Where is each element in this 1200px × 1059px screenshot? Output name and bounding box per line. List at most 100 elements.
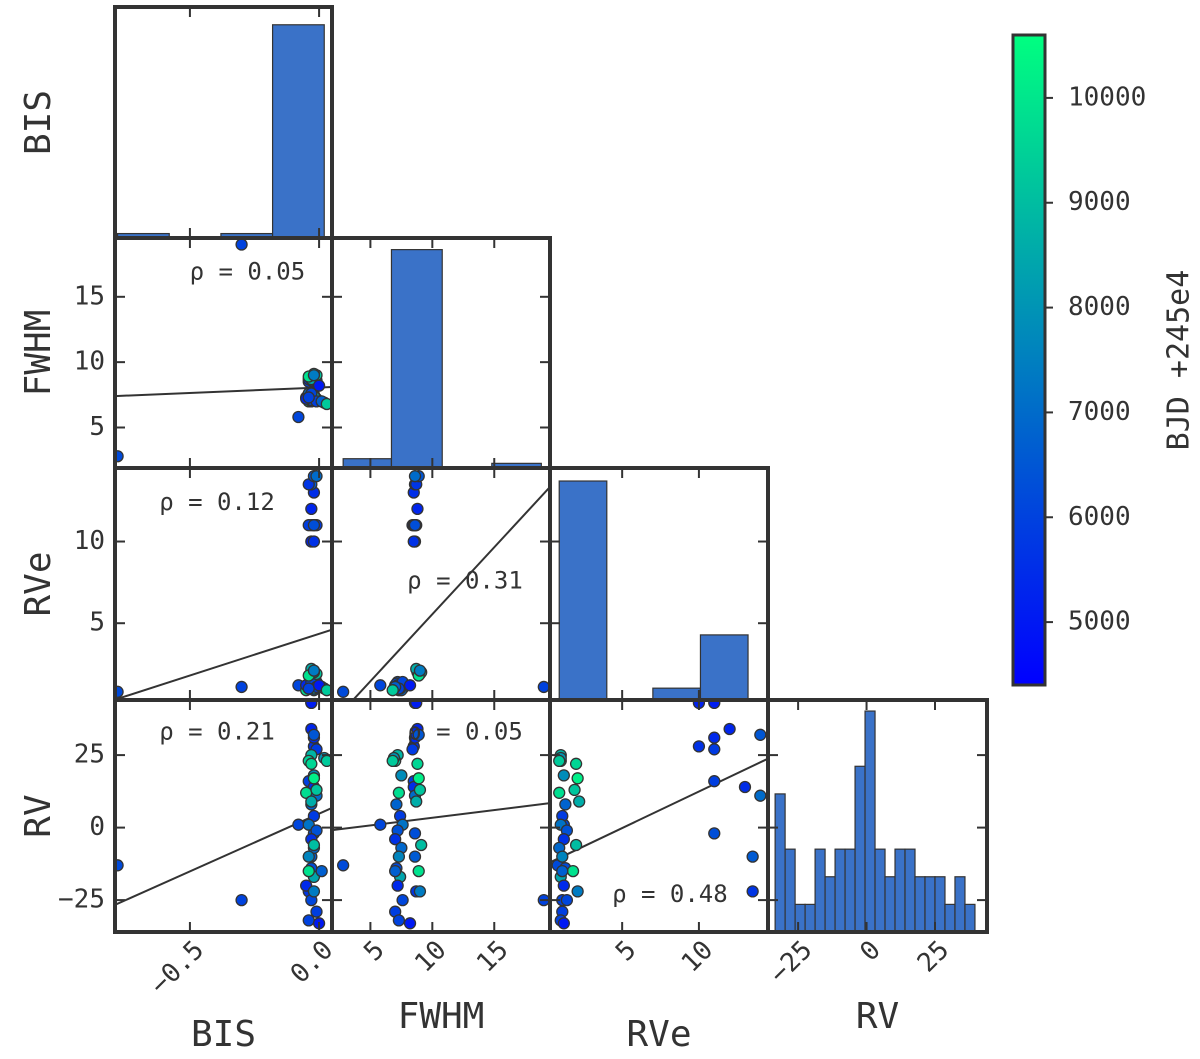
x-tick-label: 15 bbox=[471, 935, 514, 978]
point bbox=[568, 783, 581, 797]
x-tick-label: 0 bbox=[855, 935, 887, 967]
point bbox=[115, 685, 124, 698]
point bbox=[305, 757, 318, 770]
point bbox=[307, 838, 321, 852]
y-tick-label: 10 bbox=[74, 347, 105, 377]
point bbox=[556, 864, 569, 878]
point bbox=[403, 917, 417, 930]
point bbox=[302, 682, 315, 695]
point bbox=[708, 700, 721, 710]
histogram-bar bbox=[954, 876, 966, 932]
panel bbox=[336, 470, 550, 700]
point bbox=[392, 850, 406, 863]
point bbox=[413, 783, 427, 797]
point bbox=[307, 728, 321, 741]
correlation-annotation: ρ = 0.31 bbox=[407, 567, 523, 595]
point bbox=[738, 780, 752, 794]
point bbox=[302, 914, 315, 927]
point bbox=[411, 757, 424, 770]
point bbox=[754, 728, 767, 741]
point bbox=[307, 519, 321, 532]
colorbar-tick-label: 5000 bbox=[1068, 607, 1131, 637]
histogram-bar bbox=[884, 876, 896, 932]
fit-line bbox=[550, 757, 768, 864]
histogram-bar bbox=[774, 793, 786, 932]
x-tick-label: 10 bbox=[409, 935, 452, 978]
point bbox=[307, 772, 321, 785]
y-tick-label: 5 bbox=[89, 412, 105, 442]
point bbox=[310, 905, 323, 918]
point bbox=[708, 731, 721, 744]
colorbar-tick-label: 6000 bbox=[1068, 502, 1131, 532]
point bbox=[235, 680, 248, 694]
y-axis-label: FWHM bbox=[18, 310, 59, 397]
point bbox=[410, 700, 423, 710]
panel bbox=[342, 249, 542, 468]
y-axis-label: RVe bbox=[18, 551, 59, 616]
correlation-annotation: ρ = 0.12 bbox=[159, 488, 275, 516]
point bbox=[310, 783, 323, 797]
correlation-annotation: ρ = 0.48 bbox=[612, 880, 728, 908]
y-axis-label: BIS bbox=[18, 90, 59, 155]
y-tick-label: 5 bbox=[89, 608, 105, 638]
histogram-bar bbox=[390, 249, 443, 468]
point bbox=[408, 827, 422, 840]
fit-line bbox=[332, 802, 550, 832]
point bbox=[374, 679, 387, 692]
x-tick-label: 10 bbox=[676, 935, 719, 978]
histogram-bar bbox=[844, 848, 856, 932]
point bbox=[415, 838, 428, 852]
point bbox=[302, 391, 315, 404]
point bbox=[386, 684, 399, 697]
x-axis-label: FWHM bbox=[398, 996, 485, 1037]
point bbox=[573, 795, 586, 808]
histogram-bar bbox=[864, 710, 876, 932]
point bbox=[692, 740, 706, 753]
x-axis-label: RVe bbox=[626, 1014, 691, 1055]
point bbox=[305, 502, 318, 515]
point bbox=[408, 519, 422, 532]
histogram-bar bbox=[924, 876, 936, 932]
point bbox=[115, 450, 124, 463]
point bbox=[411, 502, 424, 515]
point bbox=[708, 827, 721, 840]
histogram-bar bbox=[116, 232, 170, 238]
y-tick-label: 15 bbox=[74, 281, 105, 311]
point bbox=[708, 743, 721, 756]
point bbox=[560, 893, 574, 907]
colorbar-tick-label: 9000 bbox=[1068, 187, 1131, 217]
fit-line bbox=[115, 385, 332, 398]
point bbox=[566, 864, 580, 878]
histogram-bar bbox=[894, 848, 906, 932]
point bbox=[235, 893, 248, 907]
x-tick-label: −0.5 bbox=[145, 935, 210, 1000]
point bbox=[556, 850, 569, 863]
point bbox=[754, 789, 767, 802]
point bbox=[374, 818, 387, 831]
point bbox=[412, 728, 425, 741]
point bbox=[569, 838, 583, 852]
histogram-bar bbox=[874, 848, 886, 932]
histogram-bar bbox=[491, 462, 542, 468]
histogram-bar bbox=[699, 634, 749, 700]
colorbar bbox=[1011, 33, 1047, 687]
point bbox=[396, 893, 409, 907]
point bbox=[557, 769, 570, 782]
histogram-bar bbox=[834, 848, 846, 932]
point bbox=[569, 757, 583, 770]
point bbox=[557, 917, 570, 930]
y-tick-label: −25 bbox=[58, 885, 105, 915]
point bbox=[708, 775, 721, 788]
point bbox=[553, 786, 566, 799]
histogram-bar bbox=[904, 848, 916, 932]
point bbox=[235, 238, 248, 251]
colorbar-tick-label: 8000 bbox=[1068, 292, 1131, 322]
point bbox=[571, 772, 584, 785]
point bbox=[389, 833, 402, 846]
point bbox=[336, 685, 350, 698]
point bbox=[307, 885, 321, 898]
point bbox=[315, 864, 328, 878]
correlation-annotation: ρ = 0.05 bbox=[407, 717, 523, 745]
histogram-bar bbox=[794, 903, 806, 932]
correlation-annotation: ρ = 0.21 bbox=[159, 717, 275, 745]
